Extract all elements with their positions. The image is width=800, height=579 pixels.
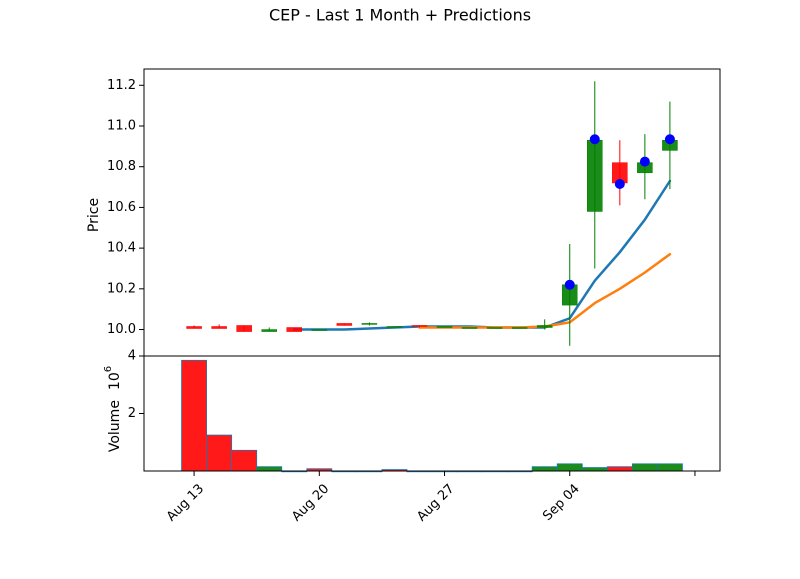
volume-bar	[656, 463, 683, 472]
price-panel-frame	[144, 69, 720, 356]
prediction-point	[664, 134, 675, 145]
price-ytick-label: 10.4	[107, 241, 136, 256]
candle-body	[236, 325, 252, 332]
candle-body	[511, 327, 528, 329]
volume-axis-label: Volume 106	[103, 366, 123, 452]
volume-axis-label-exponent: 6	[103, 366, 114, 372]
volume-panel: 24 Volume106	[103, 349, 721, 473]
price-y-axis: 10.0 10.2 10.4 10.6 10.8 11.0 11.2	[107, 78, 144, 337]
candle-body	[186, 326, 202, 329]
volume-bar	[581, 467, 608, 472]
volume-axis-label-text: Volume	[107, 400, 123, 452]
candle-body	[286, 327, 303, 332]
price-ytick-label: 10.6	[107, 200, 136, 215]
volume-bar	[206, 434, 233, 472]
x-tick-label: Sep 04	[540, 481, 583, 524]
price-ytick-label: 10.0	[107, 322, 136, 337]
candle-body	[411, 325, 428, 327]
volume-bar	[181, 359, 208, 472]
candlesticks	[186, 81, 678, 346]
price-ytick-label: 11.0	[107, 118, 136, 133]
price-ytick-label: 10.2	[107, 281, 136, 296]
candle-body	[311, 329, 328, 331]
volume-bar	[256, 466, 283, 472]
candle-body	[436, 326, 453, 328]
volume-bars	[181, 359, 683, 473]
prediction-point	[614, 179, 625, 190]
candle-body	[336, 323, 353, 326]
prediction-point	[639, 156, 650, 167]
volume-bar	[556, 463, 583, 472]
volume-ytick-label: 4	[128, 349, 136, 364]
x-axis: Aug 13 Aug 20 Aug 27 Sep 04	[164, 471, 696, 525]
chart-title: CEP - Last 1 Month + Predictions	[269, 6, 531, 25]
price-ytick-label: 10.8	[107, 159, 136, 174]
x-tick-label: Aug 27	[414, 481, 457, 524]
candle-body	[461, 327, 478, 329]
x-tick-label: Aug 20	[289, 481, 332, 524]
candle-body	[536, 325, 553, 328]
price-panel: 10.0 10.2 10.4 10.6 10.8 11.0 11.2 Price	[86, 68, 721, 357]
price-axis-label: Price	[86, 198, 102, 232]
volume-axis-label-base: 10	[107, 372, 123, 390]
volume-y-axis: 24	[128, 349, 144, 421]
candle-body	[211, 326, 227, 329]
volume-bar	[531, 466, 558, 472]
prediction-point	[564, 279, 575, 290]
prediction-points	[564, 134, 675, 290]
volume-bar	[231, 449, 258, 472]
volume-panel-border	[143, 355, 721, 472]
volume-bar	[631, 463, 658, 472]
candle-body	[386, 326, 403, 328]
volume-bar	[606, 466, 633, 472]
price-ytick-label: 11.2	[107, 78, 136, 93]
prediction-point	[589, 134, 600, 145]
volume-ytick-label: 2	[128, 406, 136, 421]
candle-body	[261, 329, 277, 332]
candle-body	[361, 323, 378, 325]
candle-body	[587, 139, 603, 212]
x-tick-label: Aug 13	[164, 481, 207, 524]
candle-body	[486, 327, 503, 329]
